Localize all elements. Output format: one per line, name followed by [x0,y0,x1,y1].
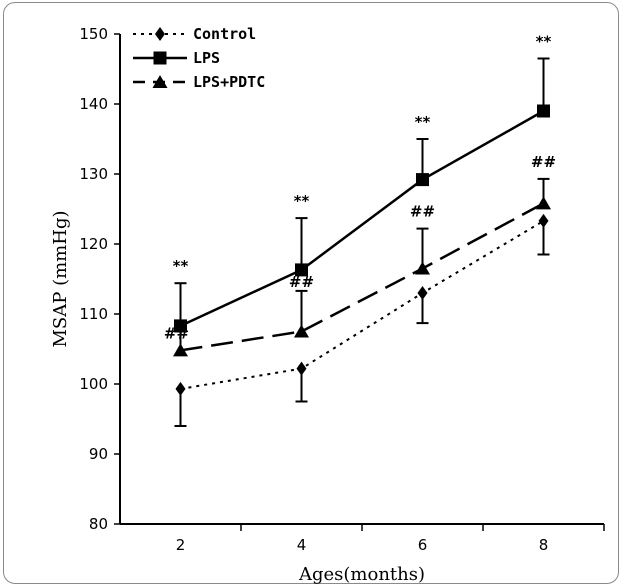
y-tick-label: 100 [79,375,108,393]
y-tick-label: 120 [79,235,108,253]
error-bars [174,57,550,427]
lps-pdtc-marker [294,324,309,338]
lps-pdtc-marker [536,196,551,210]
legend-label-control: Control [193,25,256,43]
lps-significance-label: ** [536,33,552,51]
lps-marker [174,319,187,333]
legend-marker-control [155,27,165,41]
x-tick-label: 2 [176,536,186,554]
y-tick-label: 110 [79,305,108,323]
y-tick-label: 80 [89,515,108,533]
control-marker [538,213,549,228]
lps-pdtc-significance-label: ## [164,324,189,342]
legend-marker-lps-pdtc [152,75,168,88]
x-tick-label: 4 [297,536,307,554]
lps-pdtc-marker [415,261,430,275]
legend-label-lps: LPS [193,49,220,67]
chart-frame [3,2,619,584]
lps-pdtc-significance-label: ## [531,153,556,171]
control-series-line [180,220,545,390]
lps-significance-label: ** [173,257,189,275]
lps-marker [537,104,550,118]
x-tick-label: 6 [418,536,428,554]
series-markers [173,104,551,396]
control-marker [417,286,428,300]
legend: Control LPS LPS+PDTC [133,25,265,91]
lps-pdtc-series-line [180,202,545,352]
lps-pdtc-significance-label: ## [410,203,435,221]
y-tick-label: 130 [79,165,108,183]
y-axis-title: MSAP (mmHg) [50,211,71,348]
legend-marker-lps [153,51,167,65]
control-marker [175,381,186,396]
x-tick-label: 8 [539,536,549,554]
lps-pdtc-significance-label: ## [289,273,314,291]
lps-significance-label: ** [294,192,310,210]
y-tick-label: 90 [89,445,108,463]
annotations: ** ** ** ** ## ## ## ## [164,33,556,343]
lps-series-line [179,109,545,328]
lps-pdtc-marker [173,343,188,357]
legend-label-lps-pdtc: LPS+PDTC [193,73,265,91]
axes: 80 90 100 110 120 130 140 150 2 4 6 8 Ages(months) MS… [50,25,605,585]
series-lines [179,109,545,390]
lps-marker [416,173,429,187]
lps-significance-label: ** [415,113,431,131]
x-axis-title: Ages(months) [298,564,425,585]
lps-marker [295,263,308,277]
y-tick-label: 140 [79,95,108,113]
y-tick-label: 150 [79,25,108,43]
control-marker [296,361,307,376]
